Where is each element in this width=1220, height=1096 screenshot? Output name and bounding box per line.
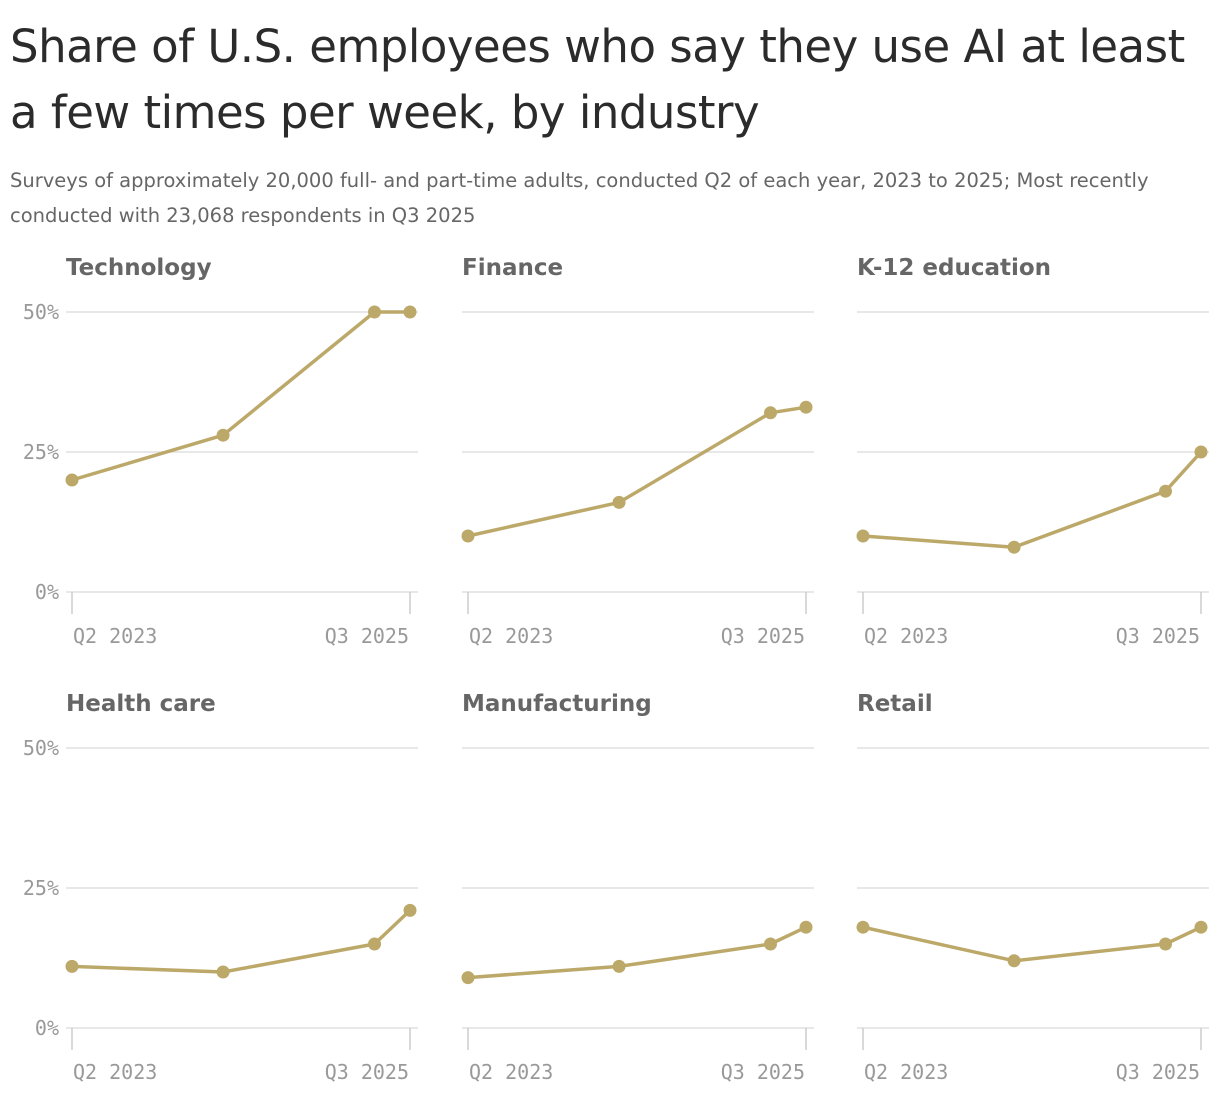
panel-manufacturing: Manufacturing Q2 2023 Q3 2025	[461, 691, 814, 1084]
chart-title: Share of U.S. employees who say they use…	[10, 20, 1185, 139]
x-tick-label: Q2 2023	[864, 1060, 948, 1084]
x-tick-label: Q3 2025	[721, 624, 805, 648]
x-tick-label: Q3 2025	[1116, 624, 1200, 648]
data-point	[1194, 920, 1208, 934]
data-point	[1007, 540, 1021, 554]
panel-finance: Finance Q2 2023 Q3 2025	[461, 255, 814, 648]
x-tick-label: Q3 2025	[1116, 1060, 1200, 1084]
x-tick-label: Q2 2023	[73, 624, 157, 648]
data-point	[799, 400, 813, 414]
data-point	[461, 971, 475, 985]
data-point	[856, 920, 870, 934]
panel-title: Technology	[66, 255, 212, 281]
data-point	[764, 937, 778, 951]
panel-retail: Retail Q2 2023 Q3 2025	[856, 691, 1209, 1084]
series-line	[70, 310, 412, 482]
data-point	[403, 305, 417, 319]
data-point	[65, 959, 79, 973]
y-tick-label: 50%	[23, 300, 59, 324]
data-point	[1159, 484, 1173, 498]
panel-health-care: Health care 0% 25% 50% Q2 2023 Q3 2025	[23, 691, 418, 1084]
data-point	[612, 959, 626, 973]
panel-title: Health care	[66, 691, 216, 717]
series-line	[861, 925, 1203, 963]
x-tick-label: Q3 2025	[325, 624, 409, 648]
data-point	[461, 529, 475, 543]
x-tick-label: Q3 2025	[325, 1060, 409, 1084]
panel-title: Manufacturing	[462, 691, 652, 717]
x-tick-label: Q2 2023	[73, 1060, 157, 1084]
data-point	[764, 406, 778, 420]
y-tick-label: 0%	[35, 1016, 59, 1040]
data-point	[65, 473, 79, 487]
panel-k-12-education: K-12 education Q2 2023 Q3 2025	[856, 255, 1209, 648]
data-point	[216, 428, 230, 442]
panel-title: Finance	[462, 255, 563, 281]
data-point	[1159, 937, 1173, 951]
y-tick-label: 0%	[35, 580, 59, 604]
y-tick-label: 25%	[23, 440, 59, 464]
data-point	[1194, 445, 1208, 459]
panel-technology: Technology 0% 25% 50% Q2 2023 Q3 2025	[23, 255, 418, 648]
y-tick-label: 25%	[23, 876, 59, 900]
data-point	[216, 965, 230, 979]
data-point	[368, 305, 382, 319]
series-line	[466, 925, 808, 980]
x-tick-label: Q2 2023	[864, 624, 948, 648]
x-tick-label: Q2 2023	[469, 624, 553, 648]
x-tick-label: Q2 2023	[469, 1060, 553, 1084]
data-point	[368, 937, 382, 951]
x-tick-label: Q3 2025	[721, 1060, 805, 1084]
data-point	[612, 495, 626, 509]
series-line	[70, 908, 412, 974]
series-line	[861, 450, 1203, 549]
panel-title: Retail	[857, 691, 933, 717]
y-tick-label: 50%	[23, 736, 59, 760]
data-point	[856, 529, 870, 543]
series-line	[466, 405, 808, 538]
chart-subtitle: Surveys of approximately 20,000 full- an…	[10, 169, 1149, 227]
panel-title: K-12 education	[857, 255, 1051, 281]
data-point	[403, 903, 417, 917]
data-point	[799, 920, 813, 934]
data-point	[1007, 954, 1021, 968]
